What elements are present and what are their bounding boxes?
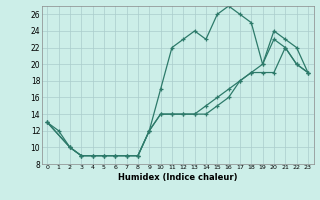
- X-axis label: Humidex (Indice chaleur): Humidex (Indice chaleur): [118, 173, 237, 182]
